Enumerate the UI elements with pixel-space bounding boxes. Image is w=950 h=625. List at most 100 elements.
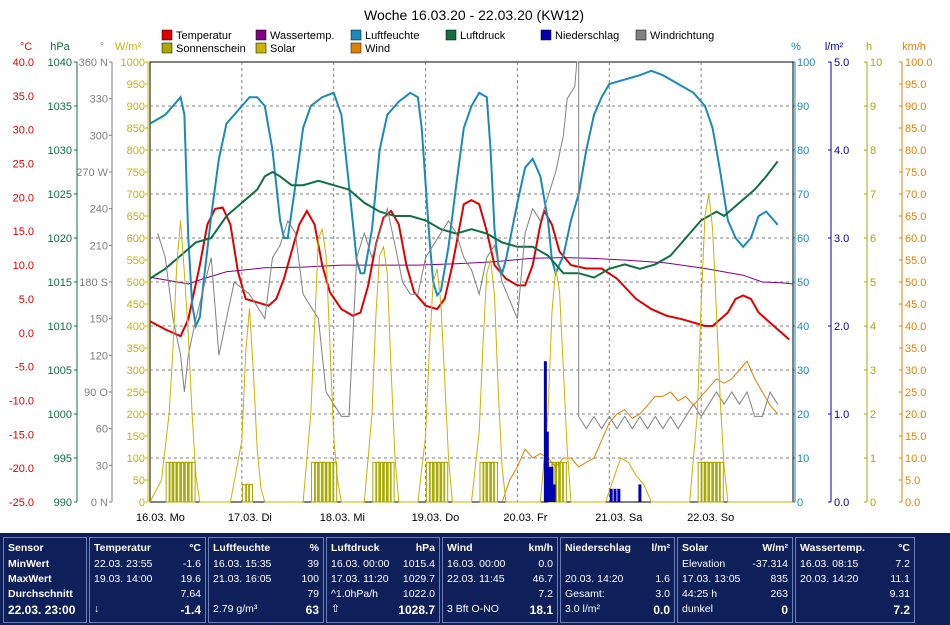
summary-title: Wassertemp. [800, 542, 865, 554]
summary-cell: 2.79 g/m³ [213, 603, 258, 615]
axis-tick-label: 70.0 [905, 189, 926, 201]
x-tick-label: 22.03. So [687, 512, 734, 524]
summary-row [565, 558, 670, 571]
axis-tick-label: 150 [127, 431, 145, 443]
axis-tick-label: 0 [139, 497, 145, 509]
summary-unit: km/h [528, 542, 553, 554]
axis-tick-label: 120 [90, 350, 108, 362]
series-line-luftdruck [149, 160, 779, 280]
summary-cell: 3.0 l/m² [565, 603, 601, 615]
summary-col: Luftdruck hPa 16.03. 00:00 1015.4 17.03. 11:… [326, 537, 440, 623]
axis-tick-label: 0 [797, 497, 803, 509]
axis-tick-label: 50 [133, 475, 145, 487]
axis-tick-label: 20.0 [13, 192, 34, 204]
axis-tick-label: 995 [54, 453, 72, 465]
axis-tick-label: 5.0 [834, 57, 849, 69]
summary-cell: 1028.7 [398, 603, 435, 617]
summary-row: 16.03. 08:15 7.2 [800, 558, 910, 571]
summary-cell: 7.2 [538, 588, 553, 600]
axis-tick-label: 990 [54, 497, 72, 509]
axis-tick-label: 650 [127, 211, 145, 223]
x-axis-labels: 16.03. Mo 17.03. Di 18.03. Mi 19.03. Do 20.0… [136, 512, 734, 524]
legend-label: Windrichtung [650, 30, 714, 42]
summary-cell: 19.03. 14:00 [94, 573, 153, 585]
axis-tick-label: 5.0 [19, 294, 34, 306]
axis-tick-label: 100.0 [905, 57, 933, 69]
series [149, 61, 794, 503]
legend-label: Solar [270, 43, 296, 55]
summary-panel [0, 533, 950, 625]
rain-bar [550, 466, 554, 502]
summary-row: Elevation -37.314 [682, 558, 788, 571]
axis-tick-label: 500 [127, 277, 145, 289]
axis-tick-label: 1 [870, 453, 876, 465]
summary-unit: °C [189, 542, 201, 554]
axis-tick-label: 200 [127, 409, 145, 421]
axis-tick-label: 20.0 [905, 409, 926, 421]
summary-header: Niederschlag l/m² [565, 542, 670, 555]
axis-unit: % [791, 41, 801, 53]
axis-tick-label: 10 [870, 57, 882, 69]
axis-tick-label: 0 [870, 497, 876, 509]
summary-row: 17.03. 11:20 1029.7 [331, 573, 435, 586]
summary-cell: 7.64 [180, 588, 201, 600]
rain-bar [547, 466, 551, 502]
axis-tick-label: 1000 [121, 57, 145, 69]
summary-cell: 44:25 h [682, 588, 718, 600]
series-line-windrichtung [157, 61, 779, 430]
summary-cell: 46.7 [532, 573, 553, 585]
summary-row: dunkel 0 [682, 603, 788, 617]
rain-bar [613, 488, 617, 502]
summary-cell: 79 [307, 588, 319, 600]
axis-tick-label: 1005 [48, 365, 72, 377]
legend-swatch [540, 29, 552, 41]
axis-tick-label: -20.0 [9, 463, 34, 475]
legend-swatch [635, 29, 647, 41]
axis-tick-label: 3 [870, 365, 876, 377]
axis-tick-label: 5.0 [905, 475, 920, 487]
summary-cell: -37.314 [752, 558, 788, 570]
axis-tick-label: 950 [127, 79, 145, 91]
summary-cell: 17.03. 11:20 [331, 573, 389, 585]
x-tick-label: 17.03. Di [228, 512, 272, 524]
axis-tick-label: 7 [870, 189, 876, 201]
axis-tick-label: 0.0 [905, 497, 920, 509]
axis-tick-label: 35.0 [13, 91, 34, 103]
summary-header: Wind km/h [447, 542, 553, 555]
series-line-luftfeuchte [149, 69, 779, 330]
axis-tick-label: 0 N [91, 497, 108, 509]
summary-header: Solar W/m² [682, 542, 788, 555]
summary-cell: dunkel [682, 603, 713, 615]
summary-cell: Gesamt: [565, 588, 605, 600]
axis-unit: ° [100, 41, 104, 53]
axis-tick-label: 400 [127, 321, 145, 333]
axis-tick-label: 30.0 [13, 125, 34, 137]
axis-tick-label: 6 [870, 233, 876, 245]
axis-unit: W/m² [115, 41, 142, 53]
summary-row: 22.03. 23:55 -1.6 [94, 558, 201, 571]
summary-header: Luftdruck hPa [331, 542, 435, 555]
legend-swatch [255, 42, 267, 54]
chart-title: Woche 16.03.20 - 22.03.20 (KW12) [364, 7, 584, 23]
axis-tick-label: 9 [870, 101, 876, 113]
axis-tick-label: 60 [96, 424, 108, 436]
legend-label: Luftfeuchte [365, 30, 419, 42]
summary-col: Solar W/m² Elevation -37.314 17.03. 13:05 835… [677, 537, 793, 623]
axis-tick-label: 300 [127, 365, 145, 377]
summary-unit: % [309, 542, 319, 554]
grid [149, 61, 794, 503]
summary-cell: 16.03. 00:00 [331, 558, 390, 570]
axis-tick-label: 25.0 [905, 387, 926, 399]
summary-title: Sensor [8, 542, 44, 554]
x-tick-label: 16.03. Mo [136, 512, 185, 524]
axis-tick-label: 0.0 [834, 497, 849, 509]
legend-label: Temperatur [176, 30, 232, 42]
summary-unit: l/m² [651, 542, 670, 554]
rain-bar [609, 488, 613, 502]
axis-tick-label: 1010 [48, 321, 72, 333]
axis-tick-label: 210 [90, 240, 108, 252]
axis-tick-label: 10 [797, 453, 809, 465]
axis-tick-label: 90 O [84, 387, 108, 399]
legend-label: Niederschlag [555, 30, 619, 42]
summary-row: ^1.0hPa/h 1022.0 [331, 588, 435, 601]
